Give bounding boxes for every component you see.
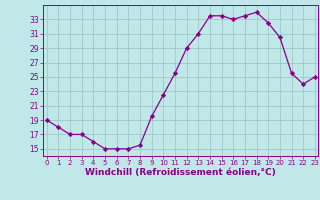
X-axis label: Windchill (Refroidissement éolien,°C): Windchill (Refroidissement éolien,°C) (85, 168, 276, 177)
